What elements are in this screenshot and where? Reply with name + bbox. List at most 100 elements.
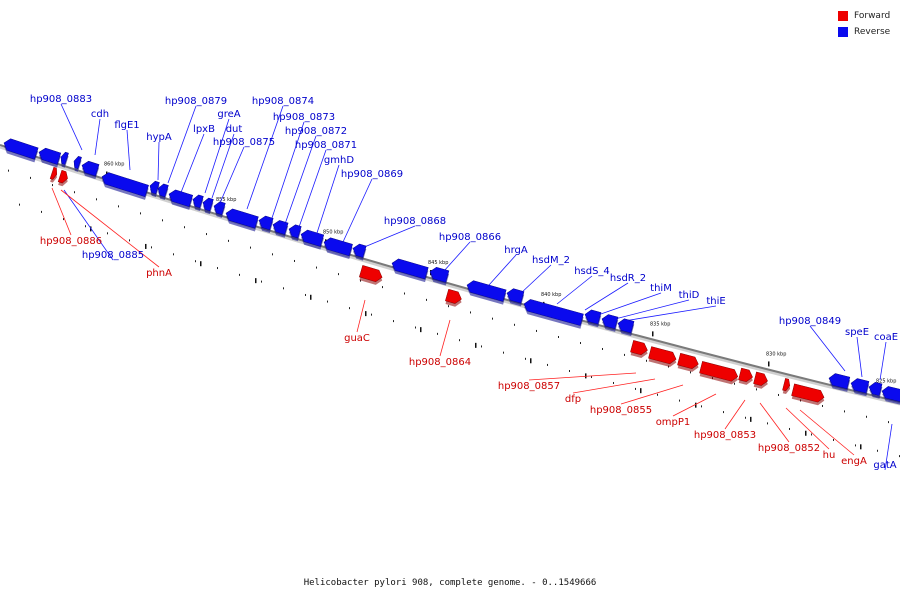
- hp908_0885-gene: [828, 373, 851, 392]
- hp908_0869-label: hp908_0869: [341, 169, 403, 180]
- minor-tick: [470, 311, 471, 314]
- hp908_0866-leader: [443, 241, 471, 272]
- hp908_0875-leader: [219, 146, 245, 204]
- hp908_0852-gene-body: [753, 371, 768, 386]
- phnA-leader: [60, 189, 160, 268]
- minor-tick: [52, 184, 53, 187]
- engA-gene-body: [791, 383, 825, 403]
- hp908_0872-leader: [284, 135, 317, 225]
- hp908_0883-gene-body: [3, 138, 39, 160]
- hp908_0883-leader: [60, 103, 83, 151]
- thiE-gene-body: [523, 299, 584, 326]
- hp908_0874-gene: [192, 194, 204, 211]
- flgE1-leader: [126, 129, 131, 171]
- minor-tick: [415, 326, 416, 329]
- minor-tick: [860, 444, 862, 450]
- hsdS_4-gene: [391, 258, 429, 283]
- cdh-label: cdh: [91, 109, 109, 120]
- greA-gene: [149, 180, 160, 198]
- minor-tick: [695, 402, 697, 408]
- hp908_0852-label: hp908_0852: [758, 443, 820, 454]
- guaC-gene-body: [359, 265, 383, 282]
- minor-tick: [492, 317, 493, 320]
- minor-tick: [558, 335, 559, 338]
- dut-label: dut: [226, 124, 243, 135]
- greA-gene-body: [149, 180, 160, 195]
- minor-tick: [437, 332, 438, 335]
- hp908_0855-label: hp908_0855: [590, 405, 652, 416]
- hp908_0885-label: hp908_0885: [82, 250, 144, 261]
- minor-tick: [580, 342, 581, 345]
- dfp-label: dfp: [565, 394, 581, 405]
- thiM-leader: [597, 292, 662, 316]
- minor-tick: [657, 393, 658, 396]
- hp908_0852-leader: [759, 402, 790, 443]
- minor-tick: [145, 243, 147, 249]
- guaC-gene: [359, 265, 383, 285]
- hp908_0885-gene-body: [828, 373, 851, 390]
- hrgA-gene: [323, 237, 353, 260]
- minor-tick: [646, 359, 647, 362]
- coaE-gene: [617, 318, 635, 337]
- minor-tick: [530, 358, 532, 364]
- thiM-gene-body: [466, 280, 507, 302]
- minor-tick: [316, 266, 317, 269]
- speE-label: speE: [845, 327, 869, 338]
- hsdR_2-leader: [584, 282, 629, 311]
- hp908_0849-label: hp908_0849: [779, 316, 841, 327]
- minor-tick: [85, 225, 86, 228]
- hp908_0864-gene: [445, 288, 462, 307]
- dut-gene: [157, 183, 169, 201]
- hp908_0879-leader: [167, 105, 197, 184]
- gatA-label: gatA: [873, 460, 896, 471]
- hp908_0873-gene-body: [202, 197, 214, 212]
- coaE-label: coaE: [874, 332, 898, 343]
- minor-tick: [217, 267, 218, 270]
- minor-tick: [855, 444, 856, 447]
- hp908_0857-gene: [630, 340, 648, 358]
- dfp-gene-body: [648, 346, 677, 365]
- engA-gene: [791, 383, 825, 406]
- hp908_0879-gene: [101, 172, 149, 200]
- hp908_0879-gene-body: [101, 172, 149, 198]
- hp908_0866-gene-body: [300, 229, 325, 247]
- hp908_0869-gene-body: [272, 220, 289, 235]
- speE-b-gene-body: [868, 382, 883, 396]
- minor-tick: [255, 278, 257, 284]
- hp908_0871-leader: [297, 149, 327, 231]
- phnA-gene-body: [57, 169, 68, 184]
- dfp-leader: [572, 378, 656, 394]
- hu-gene-body: [782, 378, 791, 392]
- hp908_0857-gene-body: [630, 340, 648, 356]
- hp908_0849-gene-body: [584, 309, 602, 325]
- thiE-gene: [523, 299, 584, 329]
- minor-tick: [635, 387, 636, 390]
- lpxB-gene: [81, 160, 100, 180]
- minor-tick: [805, 430, 807, 436]
- thiE-leader: [623, 305, 717, 322]
- gmhD-leader: [315, 164, 340, 237]
- minor-tick: [19, 203, 20, 206]
- hu-label: hu: [823, 450, 836, 461]
- minor-tick: [475, 342, 477, 348]
- speE-leader: [856, 336, 863, 378]
- hp908_0873-gene: [202, 197, 214, 215]
- hp908_0872-gene-body: [213, 201, 226, 216]
- flgE1-label: flgE1: [114, 120, 139, 131]
- hypA-gene: [73, 156, 82, 172]
- minor-tick: [756, 388, 757, 391]
- hp908_0866-label: hp908_0866: [439, 232, 501, 243]
- minor-tick: [420, 327, 422, 333]
- engA-label: engA: [841, 456, 867, 467]
- coaE-b-gene-body: [881, 386, 900, 402]
- guaC-label: guaC: [344, 333, 370, 344]
- legend-reverse: Reverse: [838, 24, 890, 40]
- minor-tick: [129, 239, 130, 242]
- minor-tick: [371, 313, 372, 316]
- minor-tick: [426, 298, 427, 301]
- hypA-gene-body: [73, 156, 82, 170]
- hp908_0874-leader: [246, 105, 284, 210]
- legend-forward-label: Forward: [854, 11, 891, 21]
- guaC-leader: [356, 299, 366, 333]
